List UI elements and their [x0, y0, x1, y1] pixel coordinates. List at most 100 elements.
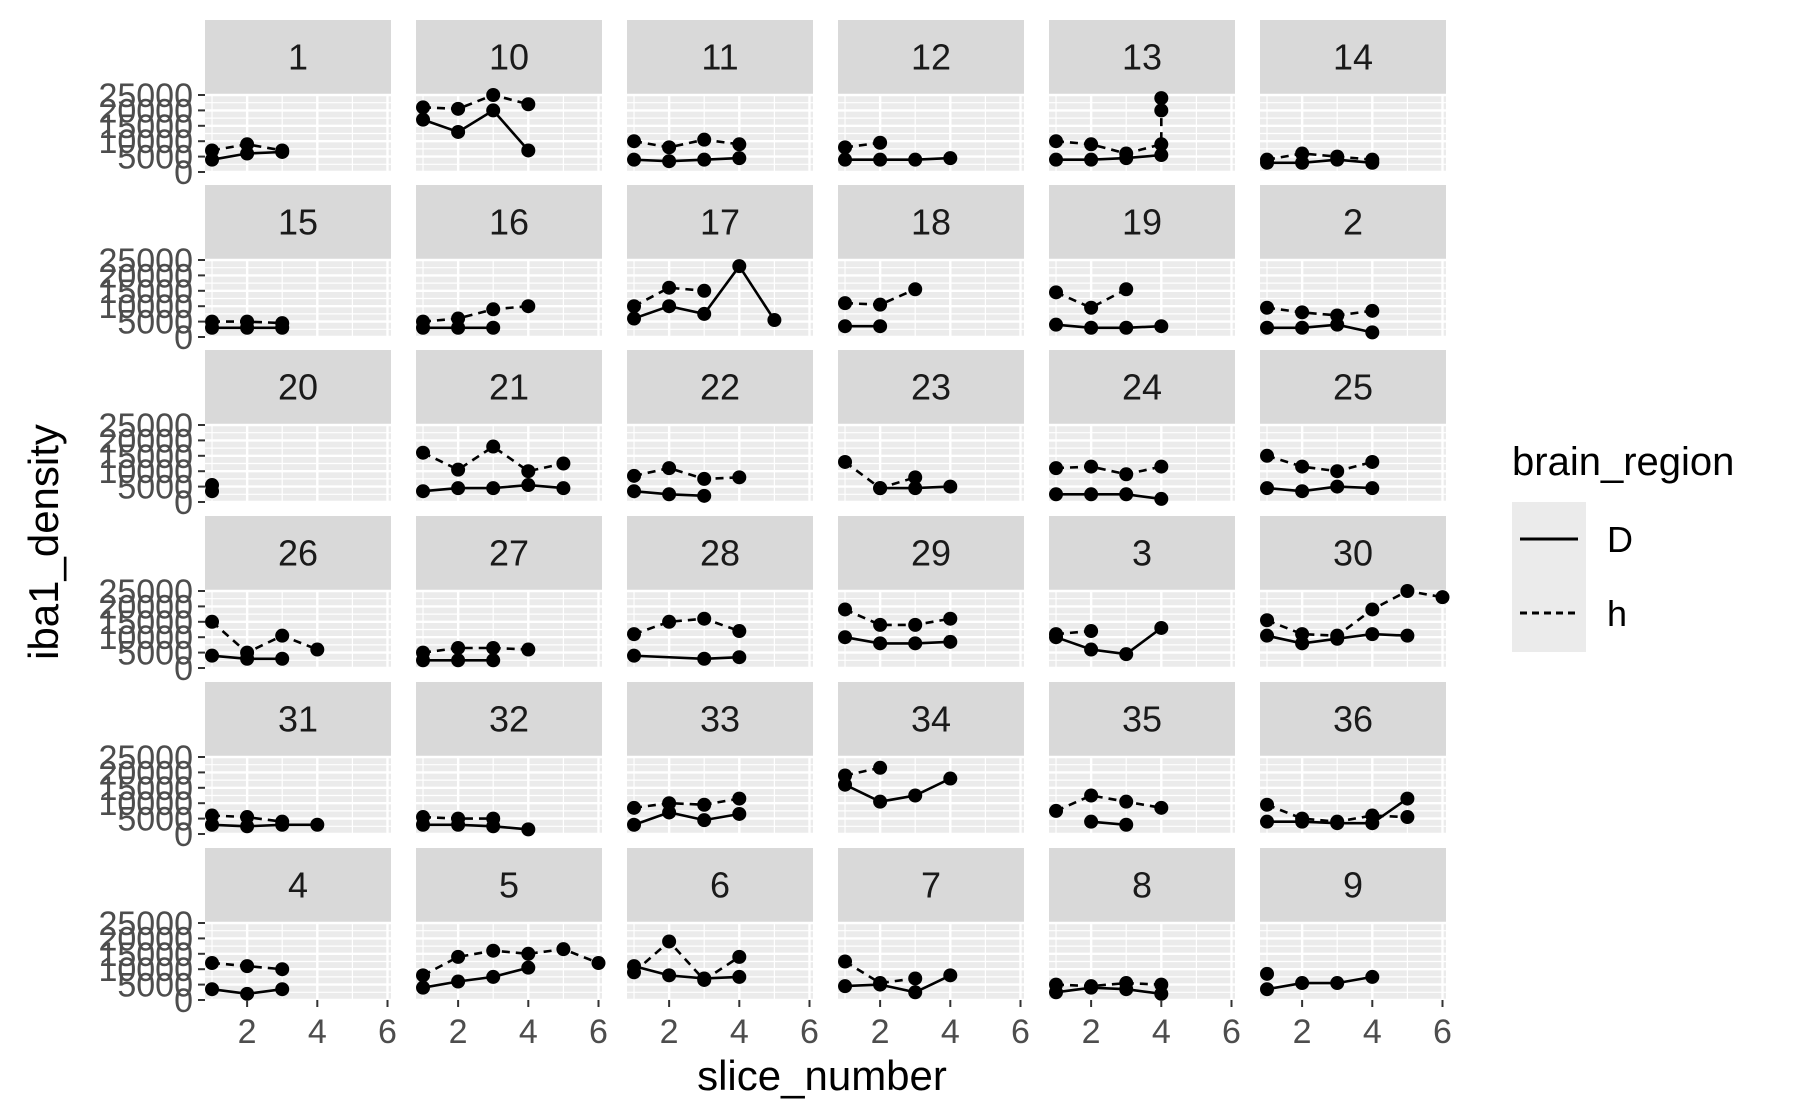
- data-point-d: [873, 636, 888, 651]
- data-point-h: [1295, 459, 1310, 474]
- y-tick-label: 25000: [98, 905, 193, 943]
- data-point-d: [838, 319, 853, 334]
- data-point-h: [240, 137, 255, 152]
- facet-panel: 17: [627, 185, 813, 339]
- y-tick-label: 5000: [117, 139, 193, 177]
- data-point-h: [1330, 628, 1345, 643]
- data-point-d: [205, 648, 220, 663]
- facet-strip: [838, 350, 1024, 425]
- data-point-d: [1049, 152, 1064, 167]
- data-point-h: [697, 611, 712, 626]
- data-point-h: [908, 617, 923, 632]
- series-line-h: [422, 93, 529, 111]
- y-tick-label: 5000: [117, 304, 193, 342]
- facet-strip: [205, 185, 391, 260]
- data-point-h: [1049, 977, 1064, 992]
- facet-panel: 2: [1260, 185, 1446, 340]
- data-point-h: [1049, 803, 1064, 818]
- data-point-h: [1084, 459, 1099, 474]
- y-tick-label: 0: [174, 650, 193, 688]
- series-line-h: [422, 304, 529, 323]
- data-point-d: [943, 968, 958, 983]
- data-point-h: [1154, 800, 1169, 815]
- data-point-d: [1119, 487, 1134, 502]
- y-tick-label: 5000: [117, 635, 193, 673]
- facet-strip: [1260, 185, 1446, 260]
- y-tick-label: 10000: [98, 619, 193, 657]
- facet-strip-label: 17: [700, 202, 740, 243]
- data-point-d: [275, 982, 290, 997]
- data-point-h: [486, 439, 501, 454]
- data-point-h: [451, 101, 466, 116]
- data-point-d: [732, 650, 747, 665]
- series-line-d: [844, 777, 951, 804]
- facet-panel: 20: [205, 350, 391, 504]
- y-tick-label: 20000: [98, 754, 193, 792]
- data-point-h: [662, 140, 677, 155]
- data-point-h: [1119, 976, 1134, 991]
- data-point-h: [240, 810, 255, 825]
- facet-strip: [416, 682, 602, 757]
- facet-strip-label: 8: [1132, 865, 1152, 906]
- data-point-h: [1330, 464, 1345, 479]
- facet-strip-label: 9: [1343, 865, 1363, 906]
- x-tick-label: 6: [589, 1013, 608, 1051]
- data-point-h: [1119, 467, 1134, 482]
- y-tick-label: 5000: [117, 967, 193, 1005]
- series-line-d: [1267, 323, 1373, 334]
- facet-strip: [627, 682, 813, 757]
- facet-strip-label: 5: [499, 865, 519, 906]
- data-point-h: [275, 962, 290, 977]
- data-point-d: [1154, 319, 1169, 334]
- facet-strip-label: 2: [1343, 202, 1363, 243]
- y-tick-label: 10000: [98, 453, 193, 491]
- facet-panel: 29: [838, 516, 1024, 670]
- facet-strip: [1260, 20, 1446, 95]
- data-point-h: [451, 311, 466, 326]
- data-point-d: [1365, 627, 1380, 642]
- data-point-h: [732, 470, 747, 485]
- data-point-h: [838, 454, 853, 469]
- data-point-d: [943, 479, 958, 494]
- data-point-h: [556, 456, 571, 471]
- facet-panel: 31: [205, 682, 391, 836]
- facet-panel: 34: [838, 682, 1024, 836]
- series-line-h: [1266, 454, 1373, 473]
- data-point-d: [1260, 628, 1275, 643]
- y-tick-label: 15000: [98, 770, 193, 808]
- data-point-h: [662, 614, 677, 629]
- legend-label-h: h: [1607, 593, 1627, 634]
- facet-panel: 3: [1049, 516, 1235, 670]
- data-point-h: [1049, 461, 1064, 476]
- facet-panel: 14: [1260, 20, 1446, 174]
- facet-panel: 30: [1260, 516, 1450, 670]
- data-point-d: [451, 481, 466, 496]
- data-point-d: [1365, 969, 1380, 984]
- y-tick-label: 10000: [98, 951, 193, 989]
- data-point-d: [1260, 481, 1275, 496]
- facet-strip-label: 23: [911, 367, 951, 408]
- data-point-h: [521, 946, 536, 961]
- facet-strip-label: 1: [288, 37, 308, 78]
- y-tick-label: 25000: [98, 573, 193, 611]
- series-line-h: [1055, 794, 1162, 813]
- facet-strip-label: 34: [911, 699, 951, 740]
- facet-panel: 11: [627, 20, 813, 174]
- facet-strip: [1260, 848, 1446, 923]
- data-point-h: [521, 464, 536, 479]
- data-point-h: [416, 314, 431, 329]
- y-tick-label: 25000: [98, 77, 193, 115]
- data-point-d: [1084, 320, 1099, 335]
- data-point-h: [275, 814, 290, 829]
- data-point-d: [1084, 814, 1099, 829]
- data-point-d: [451, 653, 466, 668]
- facet-panel: 9: [1260, 848, 1446, 1002]
- data-point-d: [873, 319, 888, 334]
- series-line-h: [633, 466, 740, 481]
- series-line-d: [422, 108, 530, 152]
- facet-panel: 35: [1049, 682, 1235, 836]
- facet-strip-label: 35: [1122, 699, 1162, 740]
- data-point-d: [416, 112, 431, 127]
- data-point-d: [943, 634, 958, 649]
